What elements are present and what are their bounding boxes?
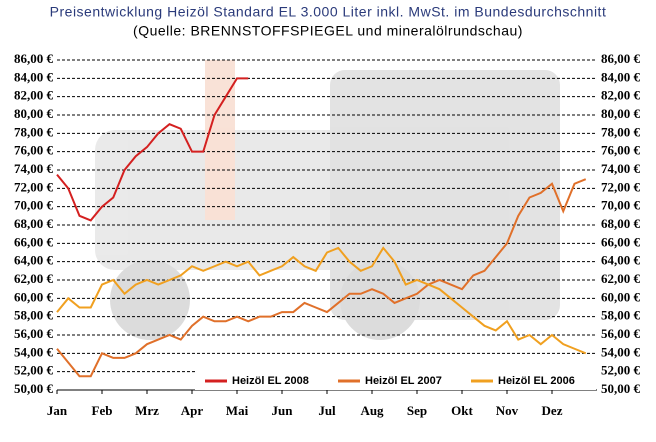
x-tick-label: Aug <box>360 403 384 418</box>
legend-label: Heizöl EL 2008 <box>232 375 309 387</box>
y2-tick-label: 50,00 € <box>601 381 641 396</box>
y2-tick-label: 52,00 € <box>601 363 641 378</box>
legend-label: Heizöl EL 2007 <box>365 375 442 387</box>
y-tick-label: 80,00 € <box>14 106 54 121</box>
x-tick-label: Feb <box>92 403 113 418</box>
y2-tick-label: 70,00 € <box>601 198 641 213</box>
y-tick-label: 78,00 € <box>14 124 54 139</box>
y-tick-label: 64,00 € <box>14 253 54 268</box>
x-tick-label: Apr <box>181 403 204 418</box>
y-tick-label: 86,00 € <box>14 51 54 66</box>
y2-tick-label: 58,00 € <box>601 308 641 323</box>
series-line <box>56 77 249 222</box>
y2-tick-label: 76,00 € <box>601 143 641 158</box>
series-line <box>56 178 587 378</box>
x-tick-label: Nov <box>496 403 519 418</box>
x-tick-label: Mai <box>226 403 249 418</box>
y-tick-label: 54,00 € <box>14 344 54 359</box>
y-tick-label: 76,00 € <box>14 143 54 158</box>
y2-tick-label: 56,00 € <box>601 326 641 341</box>
y2-tick-label: 86,00 € <box>601 51 641 66</box>
y2-tick-label: 78,00 € <box>601 124 641 139</box>
y-tick-label: 50,00 € <box>14 381 54 396</box>
x-tick-label: Sep <box>407 403 427 418</box>
y-tick-label: 56,00 € <box>14 326 54 341</box>
y-tick-label: 72,00 € <box>14 179 54 194</box>
chart-subtitle: (Quelle: BRENNSTOFFSPIEGEL und mineralöl… <box>133 23 523 39</box>
y-tick-label: 60,00 € <box>14 289 54 304</box>
y-tick-label: 62,00 € <box>14 271 54 286</box>
y2-tick-label: 82,00 € <box>601 88 641 103</box>
y2-tick-label: 84,00 € <box>601 69 641 84</box>
y-tick-label: 66,00 € <box>14 234 54 249</box>
y-tick-label: 74,00 € <box>14 161 54 176</box>
x-tick-label: Jun <box>272 403 294 418</box>
y-tick-label: 68,00 € <box>14 216 54 231</box>
chart-title: Preisentwicklung Heizöl Standard EL 3.00… <box>50 4 607 20</box>
y2-tick-label: 72,00 € <box>601 179 641 194</box>
y2-tick-label: 60,00 € <box>601 289 641 304</box>
x-tick-label: Jan <box>47 403 68 418</box>
y2-tick-label: 66,00 € <box>601 234 641 249</box>
y2-tick-label: 80,00 € <box>601 106 641 121</box>
y-tick-label: 70,00 € <box>14 198 54 213</box>
x-tick-label: Jul <box>318 403 336 418</box>
y2-tick-label: 68,00 € <box>601 216 641 231</box>
y2-tick-label: 74,00 € <box>601 161 641 176</box>
legend-label: Heizöl EL 2006 <box>498 375 575 387</box>
series-line <box>56 246 587 355</box>
x-tick-label: Okt <box>451 403 473 418</box>
y2-tick-label: 64,00 € <box>601 253 641 268</box>
y-tick-label: 82,00 € <box>14 88 54 103</box>
y-tick-label: 58,00 € <box>14 308 54 323</box>
legend-box <box>195 370 596 390</box>
y2-tick-label: 54,00 € <box>601 344 641 359</box>
y-tick-label: 84,00 € <box>14 69 54 84</box>
y2-tick-label: 62,00 € <box>601 271 641 286</box>
y-tick-label: 52,00 € <box>14 363 54 378</box>
x-tick-label: Mrz <box>135 403 159 418</box>
x-tick-label: Dez <box>542 403 563 418</box>
